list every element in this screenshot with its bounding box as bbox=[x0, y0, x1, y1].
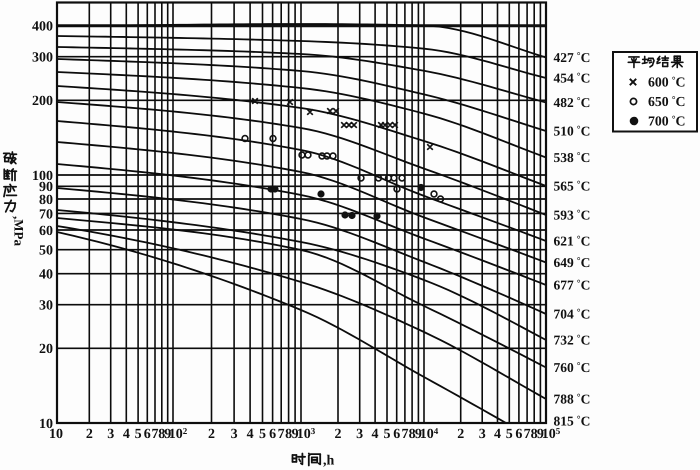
svg-text:,MPa: ,MPa bbox=[12, 216, 27, 246]
svg-text:9: 9 bbox=[292, 427, 299, 442]
svg-text:3: 3 bbox=[356, 427, 363, 442]
svg-text:732°C: 732 °C bbox=[554, 333, 591, 348]
svg-text:600°C: 600 °C bbox=[648, 75, 685, 90]
svg-text:9: 9 bbox=[164, 427, 171, 442]
svg-text:788°C: 788 °C bbox=[554, 392, 591, 407]
svg-text:704°C: 704 °C bbox=[554, 307, 591, 322]
svg-text:3: 3 bbox=[479, 427, 486, 442]
svg-text:40: 40 bbox=[39, 268, 53, 283]
svg-text:300: 300 bbox=[32, 51, 53, 66]
svg-text:4: 4 bbox=[372, 427, 379, 442]
svg-text:2: 2 bbox=[335, 427, 342, 442]
svg-text:677°C: 677 °C bbox=[554, 278, 591, 293]
svg-text:90: 90 bbox=[39, 180, 53, 195]
svg-text:10: 10 bbox=[39, 417, 53, 432]
svg-text:2: 2 bbox=[208, 427, 215, 442]
svg-text:454°C: 454 °C bbox=[554, 71, 591, 86]
svg-text:10: 10 bbox=[49, 427, 63, 442]
svg-text:60: 60 bbox=[39, 224, 53, 239]
svg-text:100: 100 bbox=[32, 169, 53, 184]
svg-text:8: 8 bbox=[285, 427, 292, 442]
svg-text:6: 6 bbox=[269, 427, 276, 442]
svg-text:5: 5 bbox=[259, 427, 266, 442]
svg-text:7: 7 bbox=[401, 427, 408, 442]
svg-text:815°C: 815 °C bbox=[554, 414, 591, 429]
svg-text:5: 5 bbox=[135, 427, 142, 442]
svg-text:621°C: 621 °C bbox=[554, 234, 591, 249]
svg-text:200: 200 bbox=[32, 94, 53, 109]
svg-text:400: 400 bbox=[32, 20, 53, 35]
svg-text:5: 5 bbox=[506, 427, 513, 442]
svg-text:2: 2 bbox=[86, 427, 93, 442]
svg-text:9: 9 bbox=[537, 427, 544, 442]
svg-text:80: 80 bbox=[39, 193, 53, 208]
svg-text:649°C: 649 °C bbox=[554, 255, 591, 270]
svg-text:,h: ,h bbox=[323, 454, 335, 469]
svg-text:103: 103 bbox=[297, 426, 316, 442]
svg-text:70: 70 bbox=[39, 207, 53, 222]
svg-text:7: 7 bbox=[524, 427, 531, 442]
svg-text:102: 102 bbox=[169, 426, 188, 442]
svg-text:593°C: 593 °C bbox=[554, 208, 591, 223]
svg-text:6: 6 bbox=[515, 427, 522, 442]
svg-text:4: 4 bbox=[123, 427, 130, 442]
svg-text:104: 104 bbox=[420, 426, 439, 442]
svg-text:8: 8 bbox=[531, 427, 538, 442]
svg-text:700°C: 700 °C bbox=[648, 114, 685, 129]
svg-text:50: 50 bbox=[39, 244, 53, 259]
svg-text:565°C: 565 °C bbox=[554, 179, 591, 194]
svg-text:4: 4 bbox=[494, 427, 501, 442]
svg-text:9: 9 bbox=[415, 427, 422, 442]
svg-text:650°C: 650 °C bbox=[648, 94, 685, 109]
svg-text:6: 6 bbox=[393, 427, 400, 442]
svg-text:510°C: 510 °C bbox=[554, 124, 591, 139]
svg-text:482°C: 482 °C bbox=[554, 95, 591, 110]
svg-text:7: 7 bbox=[278, 427, 285, 442]
svg-text:427°C: 427 °C bbox=[554, 50, 591, 65]
svg-text:3: 3 bbox=[231, 427, 238, 442]
svg-text:8: 8 bbox=[158, 427, 165, 442]
svg-text:30: 30 bbox=[39, 299, 53, 314]
svg-text:6: 6 bbox=[144, 427, 151, 442]
svg-text:3: 3 bbox=[107, 427, 114, 442]
svg-text:7: 7 bbox=[152, 427, 159, 442]
svg-text:8: 8 bbox=[409, 427, 416, 442]
svg-text:20: 20 bbox=[39, 342, 53, 357]
svg-text:538°C: 538 °C bbox=[554, 150, 591, 165]
svg-text:760°C: 760 °C bbox=[554, 360, 591, 375]
svg-text:4: 4 bbox=[247, 427, 254, 442]
svg-text:5: 5 bbox=[383, 427, 390, 442]
svg-text:2: 2 bbox=[457, 427, 464, 442]
